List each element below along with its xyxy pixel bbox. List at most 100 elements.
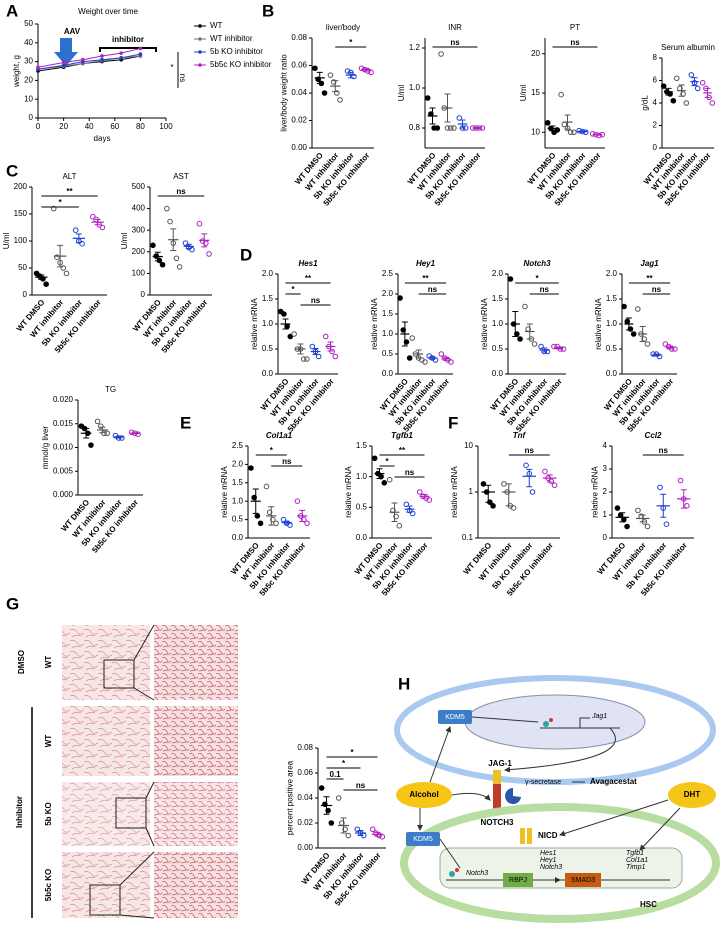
data-point	[104, 430, 110, 437]
y-tick-label: 2.5	[382, 269, 394, 278]
data-point	[434, 125, 441, 131]
y-tick-label: 15	[531, 88, 540, 97]
y-tick-label: 100	[132, 269, 146, 278]
y-tick-label: 0	[23, 290, 28, 299]
gene-label: Timp1	[626, 864, 645, 871]
legend-marker	[198, 37, 202, 41]
significance-label: **	[646, 274, 653, 283]
y-tick-label: 0.08	[291, 33, 307, 42]
histology-zoom	[154, 782, 238, 846]
error-bar	[691, 77, 698, 87]
error-bar	[75, 233, 82, 244]
y-tick-label: 0.06	[291, 61, 307, 70]
y-tick-label: 1	[469, 487, 474, 496]
y-axis-label: percent positive area	[286, 760, 295, 835]
data-point	[99, 224, 106, 231]
data-point	[447, 125, 454, 131]
row-label: 5b5c KO	[44, 869, 53, 901]
error-bar	[564, 114, 571, 130]
data-point	[663, 521, 670, 528]
error-bar	[38, 274, 45, 280]
y-tick-label: 1.0	[262, 319, 274, 328]
y-axis-label: relative mRNA	[450, 466, 459, 518]
y-axis-label: liver/body weight ratio	[280, 54, 289, 132]
y-tick-label: 2.0	[606, 269, 618, 278]
data-point	[100, 54, 104, 58]
data-point	[50, 205, 57, 212]
arrow	[559, 799, 669, 837]
y-tick-label: 0.04	[291, 88, 307, 97]
data-point	[369, 826, 376, 833]
error-bar	[401, 321, 408, 347]
legend-marker	[198, 63, 202, 67]
significance-label: *	[350, 748, 354, 757]
data-point	[635, 306, 641, 312]
histology-image	[62, 625, 150, 700]
zoom-lines	[119, 851, 155, 919]
data-point	[510, 505, 517, 511]
error-bar	[512, 311, 519, 337]
data-point	[280, 516, 287, 523]
histology: DMSO WT Inhibitor WT 5b KO 5b5c KO	[15, 624, 238, 919]
data-point	[409, 510, 416, 517]
data-point	[409, 335, 416, 341]
y-tick-label: 0.5	[262, 344, 274, 353]
pathway-diagram: Jag1 KDM5 JAG-1 γ-secretase Avagacestat …	[394, 675, 720, 923]
data-point	[684, 503, 690, 509]
row-label: WT	[44, 735, 53, 748]
error-bar	[678, 84, 685, 97]
chart-title: AST	[173, 172, 189, 181]
data-point	[281, 311, 287, 317]
data-point	[321, 90, 328, 96]
significance-label: ns	[428, 285, 438, 294]
y-tick-label: 0.06	[297, 768, 313, 777]
data-point	[335, 795, 342, 801]
kdm5-box	[406, 832, 440, 846]
data-point	[677, 477, 684, 484]
arrow	[504, 727, 616, 773]
inhibitor-bracket	[99, 47, 157, 52]
y-axis-label: U/ml	[519, 85, 528, 102]
y-tick-label: 2.0	[232, 460, 244, 469]
y-tick-label: 1.0	[232, 496, 244, 505]
data-point	[342, 826, 348, 833]
significance-label: ns	[405, 468, 415, 477]
data-point	[173, 255, 180, 262]
error-bar	[185, 243, 192, 250]
data-point	[688, 72, 695, 78]
nucleus	[439, 847, 683, 889]
notch3-receptor	[493, 784, 501, 812]
error-bar	[201, 233, 208, 248]
y-tick-label: 1.5	[232, 478, 244, 487]
y-tick-label: 0.00	[291, 143, 307, 152]
data-point	[451, 125, 457, 131]
error-bar	[704, 87, 711, 98]
zoom-lines	[133, 624, 155, 701]
data-point	[54, 254, 60, 261]
row-label: Inhibitor	[15, 796, 24, 828]
y-axis-label: mmol/g liver	[41, 426, 50, 469]
significance-label: ns	[450, 38, 460, 47]
node-label: γ-secretase	[525, 779, 561, 786]
node-label: NICD	[538, 831, 558, 840]
histology-image	[62, 782, 150, 846]
error-bar	[429, 107, 436, 125]
panel-label: D	[240, 245, 252, 264]
data-point	[196, 220, 203, 227]
y-tick-label: 1.0	[382, 329, 394, 338]
data-point	[63, 270, 70, 277]
data-point	[182, 240, 189, 246]
node-label: Alcohol	[409, 790, 438, 799]
data-point	[507, 276, 514, 282]
y-tick-label: 0.015	[53, 419, 74, 428]
gene-line	[540, 717, 620, 729]
y-tick-label: 0.000	[53, 490, 74, 499]
data-point	[354, 826, 361, 833]
y-tick-label: 50	[24, 19, 33, 28]
data-point	[444, 125, 451, 131]
chart-title: TG	[105, 385, 116, 394]
y-tick-label: 1.5	[492, 294, 504, 303]
chart-title: ALT	[62, 172, 76, 181]
gene-label: Hes1	[540, 850, 556, 857]
data-point	[291, 331, 297, 337]
